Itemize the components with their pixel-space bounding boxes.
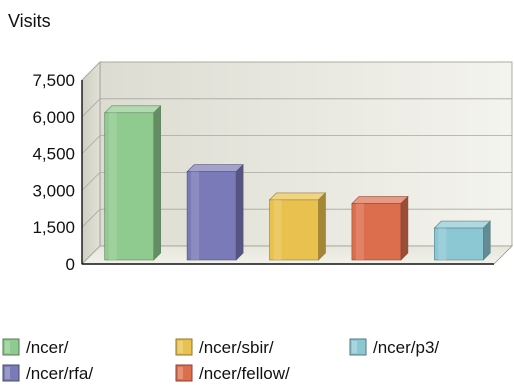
y-tick-label: 0 [66, 255, 75, 274]
gridline-side [81, 172, 101, 191]
y-tick-label: 7,500 [32, 71, 75, 90]
legend-item: /ncer/ [2, 338, 69, 357]
gridline-side [81, 61, 101, 81]
y-tick-label: 4,500 [32, 145, 75, 164]
y-tick-label: 1,500 [32, 218, 75, 237]
gridlines [81, 61, 512, 265]
bar [268, 192, 327, 261]
y-axis-ticks: 0 1,500 3,000 4,500 6,000 7,500 [32, 71, 75, 274]
legend-label: /ncer/sbir/ [199, 338, 274, 357]
gridline-side [81, 245, 101, 265]
legend-label: /ncer/rfa/ [26, 364, 93, 383]
legend-item: /ncer/rfa/ [2, 364, 93, 383]
legend-label: /ncer/fellow/ [199, 364, 290, 383]
bars [103, 105, 492, 261]
gridline-side [81, 98, 101, 118]
legend-label: /ncer/p3/ [373, 338, 439, 357]
legend-label: /ncer/ [26, 338, 69, 357]
bar [433, 220, 492, 261]
gridline-side [81, 135, 101, 154]
legend: /ncer/ /ncer/rfa/ /ncer/sbir/ /ncer/fellow/… [2, 338, 439, 383]
side-wall [81, 61, 101, 265]
legend-item: /ncer/fellow/ [175, 364, 290, 383]
bar [186, 163, 244, 261]
y-axis-title: Visits [8, 11, 51, 31]
legend-item: /ncer/p3/ [349, 338, 439, 357]
bar [103, 105, 162, 261]
bar [351, 195, 409, 261]
gridline-side [81, 208, 101, 228]
legend-item: /ncer/sbir/ [175, 338, 274, 357]
y-tick-label: 3,000 [32, 181, 75, 200]
y-tick-label: 6,000 [32, 108, 75, 127]
